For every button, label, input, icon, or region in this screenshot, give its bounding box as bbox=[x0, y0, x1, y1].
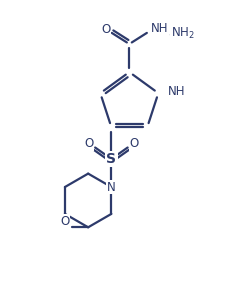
Text: N: N bbox=[107, 180, 116, 194]
Text: S: S bbox=[106, 152, 116, 166]
Text: O: O bbox=[130, 137, 139, 150]
Text: NH: NH bbox=[168, 86, 185, 98]
Text: NH$_2$: NH$_2$ bbox=[171, 26, 195, 41]
Text: O: O bbox=[101, 23, 110, 36]
Text: O: O bbox=[84, 137, 93, 150]
Text: O: O bbox=[60, 215, 70, 228]
Text: NH: NH bbox=[151, 22, 169, 35]
